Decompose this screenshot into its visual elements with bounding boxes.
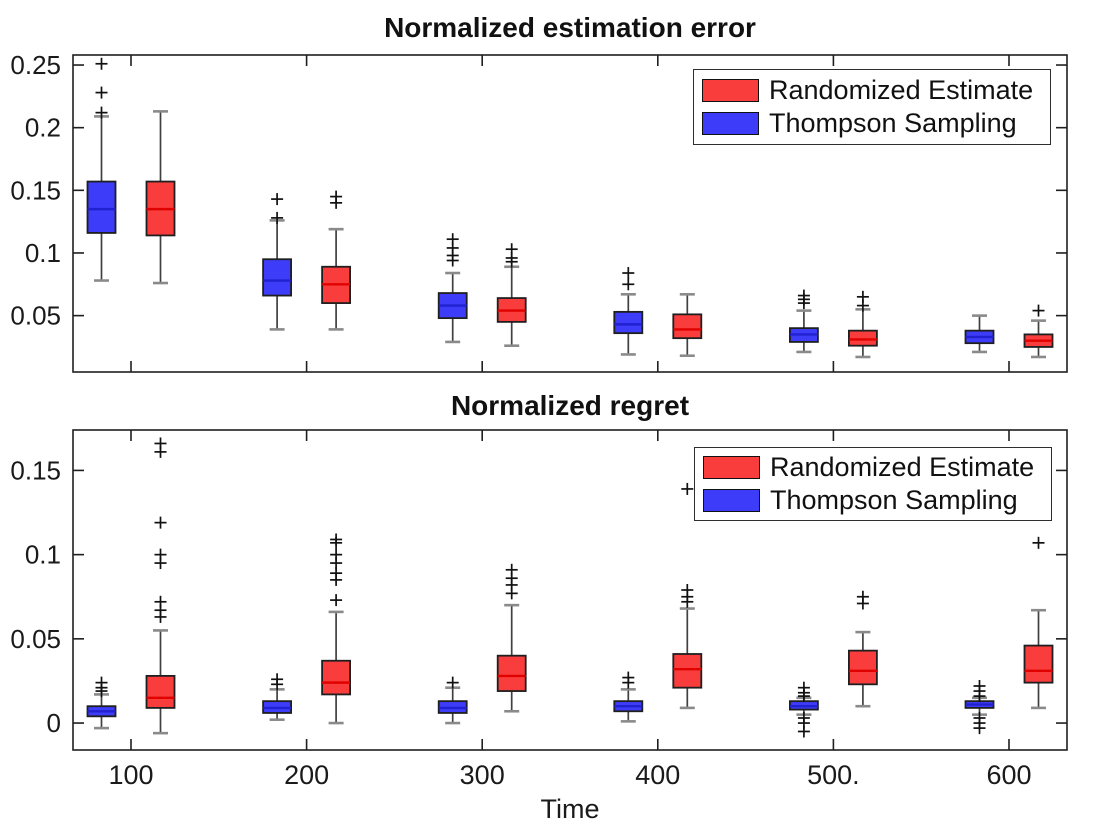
- box-randomized-estimate-300: [496, 243, 527, 347]
- box-thompson-sampling-300: [437, 676, 468, 725]
- legend-item-randomized-estimate: Randomized Estimate: [703, 452, 1043, 482]
- box-randomized-estimate-400: [672, 293, 703, 358]
- box-randomized-estimate-100: [145, 437, 176, 735]
- y-tick-label: 0.2: [25, 113, 61, 143]
- box-thompson-sampling-100: [86, 676, 117, 730]
- box-randomized-estimate-400: [672, 482, 703, 710]
- x-tick-label: 400: [635, 760, 680, 790]
- legend-label-thompson-sampling: Thompson Sampling: [769, 108, 1017, 138]
- iqr-box: [613, 310, 644, 335]
- legend-label-thompson-sampling: Thompson Sampling: [770, 485, 1018, 515]
- box-thompson-sampling-400: [613, 671, 644, 723]
- legend-swatch-red: [702, 79, 759, 102]
- y-tick-label: 0.05: [10, 301, 61, 331]
- box-thompson-sampling-500: [789, 681, 819, 738]
- y-tick-label: 0.1: [25, 238, 61, 268]
- y-tick-label: 0.15: [10, 455, 61, 485]
- x-tick-label: 300: [460, 760, 505, 790]
- legend-item-randomized-estimate: Randomized Estimate: [702, 75, 1042, 105]
- x-tick-label: 100: [108, 760, 153, 790]
- legend-item-thompson-sampling: Thompson Sampling: [703, 485, 1043, 515]
- iqr-box: [321, 659, 352, 696]
- top-chart-title: Normalized estimation error: [384, 12, 756, 43]
- x-tick-label: 200: [284, 760, 329, 790]
- iqr-box: [1023, 644, 1054, 684]
- axes-frame: [72, 429, 1068, 751]
- box-thompson-sampling-300: [437, 233, 468, 344]
- box-thompson-sampling-100: [86, 57, 117, 282]
- box-randomized-estimate-500: [848, 290, 878, 359]
- y-tick-label: 0.25: [10, 50, 61, 80]
- iqr-box: [86, 180, 117, 234]
- iqr-box: [848, 649, 878, 686]
- box-thompson-sampling-200: [262, 193, 293, 331]
- box-thompson-sampling-200: [262, 673, 293, 721]
- bottom-chart-title: Normalized regret: [450, 390, 690, 421]
- iqr-box: [848, 329, 878, 347]
- legend-regret: Randomized Estimate Thompson Sampling: [694, 447, 1052, 521]
- legend-swatch-red: [703, 456, 760, 479]
- axes-frame: [72, 54, 1068, 373]
- iqr-box: [262, 258, 293, 297]
- x-tick-label: 600: [986, 760, 1031, 790]
- estimation-error-plot: 0.05 0.1 0.15 0.2 0.25: [10, 50, 1068, 373]
- y-tick-label: 0: [47, 708, 61, 738]
- regret-plot: 100 200 300 400 500. 600 0 0.05 0.1 0.15: [10, 429, 1068, 790]
- x-axis-label: Time: [540, 794, 600, 824]
- box-thompson-sampling-600: [964, 314, 995, 354]
- box-randomized-estimate-500: [848, 590, 878, 708]
- y-tick-label: 0.15: [10, 175, 61, 205]
- x-tick-label: 500.: [807, 760, 860, 790]
- legend-swatch-blue: [703, 489, 760, 512]
- iqr-box: [145, 674, 176, 709]
- y-tick-label: 0.05: [10, 624, 61, 654]
- legend-label-randomized-estimate: Randomized Estimate: [770, 452, 1035, 482]
- box-randomized-estimate-100: [145, 110, 176, 285]
- legend-label-randomized-estimate: Randomized Estimate: [769, 75, 1034, 105]
- box-thompson-sampling-400: [613, 267, 644, 356]
- box-thompson-sampling-600: [964, 680, 995, 735]
- legend-item-thompson-sampling: Thompson Sampling: [702, 108, 1042, 138]
- box-randomized-estimate-300: [496, 563, 527, 713]
- iqr-box: [672, 653, 703, 689]
- legend-estimation-error: Randomized Estimate Thompson Sampling: [693, 69, 1051, 145]
- iqr-box: [496, 654, 527, 692]
- box-randomized-estimate-200: [321, 190, 352, 331]
- y-tick-label: 0.1: [25, 540, 61, 570]
- box-thompson-sampling-500: [789, 289, 819, 354]
- iqr-box: [672, 313, 703, 340]
- box-randomized-estimate-600: [1023, 536, 1054, 710]
- box-randomized-estimate-600: [1023, 304, 1054, 359]
- box-randomized-estimate-200: [321, 533, 352, 725]
- legend-swatch-blue: [702, 112, 759, 135]
